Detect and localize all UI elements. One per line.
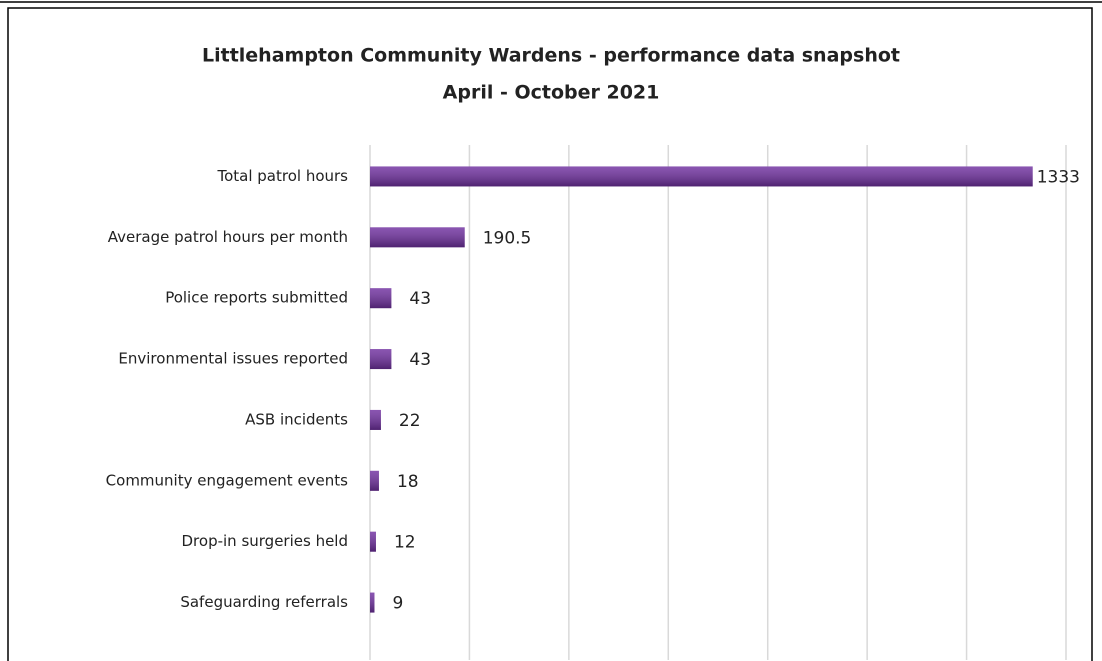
value-label: 190.5: [483, 228, 532, 248]
bar-shade: [370, 409, 381, 430]
y-tick-label: Community engagement events: [106, 471, 348, 489]
chart-frame: [7, 7, 1093, 661]
y-tick-label: ASB incidents: [245, 410, 348, 428]
bar-shade: [370, 349, 392, 370]
value-label: 22: [399, 411, 421, 431]
y-tick-label: Safeguarding referrals: [180, 593, 348, 611]
value-label: 9: [392, 594, 403, 614]
value-label: 18: [397, 472, 419, 492]
bar-shade: [370, 470, 379, 491]
bar-shade: [370, 592, 375, 613]
value-label: 43: [409, 350, 431, 370]
bar-shade: [370, 166, 1033, 187]
value-label: 43: [409, 289, 431, 309]
y-tick-label: Average patrol hours per month: [108, 228, 348, 246]
y-tick-label: Total patrol hours: [216, 167, 348, 185]
y-tick-label: Environmental issues reported: [118, 350, 348, 368]
value-label: 12: [394, 533, 416, 553]
value-label: 1333: [1037, 167, 1080, 187]
chart-subtitle: April - October 2021: [443, 82, 660, 104]
bar-shade: [370, 531, 376, 552]
y-tick-label: Police reports submitted: [165, 289, 348, 307]
y-tick-label: Drop-in surgeries held: [182, 532, 349, 550]
bar-shade: [370, 227, 465, 248]
chart-title: Littlehampton Community Wardens - perfor…: [202, 45, 900, 67]
bar-shade: [370, 288, 392, 309]
